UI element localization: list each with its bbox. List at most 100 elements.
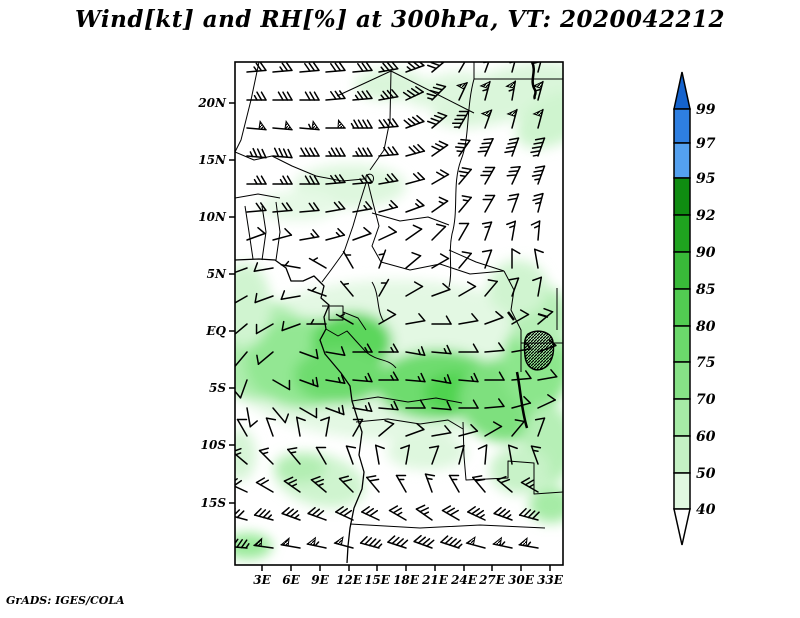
wind-barb (405, 281, 424, 297)
border-line (321, 182, 367, 283)
rh-shading-blob (294, 348, 386, 404)
wind-barb (320, 416, 331, 437)
wind-barb (537, 369, 558, 381)
wind-barb (307, 286, 327, 297)
wind-barb (299, 348, 319, 360)
colorbar-segment (673, 142, 691, 179)
wind-barb (272, 62, 293, 73)
wind-barb (378, 343, 399, 353)
y-tick-label: 10N (198, 210, 227, 224)
wind-barb (484, 398, 505, 409)
border-line (355, 418, 464, 430)
wind-barb (472, 475, 486, 493)
wind-barb (413, 534, 435, 549)
wind-barb (299, 147, 320, 157)
wind-barb (454, 444, 465, 465)
wind-barb (452, 110, 470, 129)
wind-barb (280, 536, 301, 549)
x-tick-label: 33E (537, 573, 564, 587)
wind-barb (299, 407, 318, 419)
wind-barb (431, 223, 447, 241)
x-tick-label: 9E (311, 573, 329, 587)
wind-barb (537, 394, 556, 409)
wind-barb (359, 535, 383, 549)
border-line (371, 212, 450, 226)
wind-barb (235, 351, 248, 368)
colorbar-label: 97 (696, 136, 716, 152)
border-line (448, 78, 475, 288)
wind-barb (431, 315, 452, 325)
wind-barb (308, 257, 327, 269)
colorbar-segment (673, 288, 691, 327)
wind-barb (482, 194, 496, 213)
colorbar-label: 95 (696, 171, 715, 187)
border-line (325, 328, 367, 353)
wind-barb (424, 473, 436, 493)
wind-barb (483, 62, 490, 73)
wind-barb (352, 174, 373, 185)
wind-barb (333, 536, 354, 549)
colorbar-segment (673, 214, 691, 253)
y-tick-label: 15N (198, 153, 227, 167)
wind-barb (530, 137, 546, 157)
y-tick-label: 5N (207, 267, 227, 281)
chart-title: Wind[kt] and RH[%] at 300hPa, VT: 202004… (74, 6, 726, 33)
colorbar-label: 92 (696, 208, 716, 224)
wind-barb (431, 400, 452, 411)
wind-barb (325, 147, 346, 157)
wind-barb (477, 444, 488, 465)
wind-barb (484, 279, 498, 297)
wind-barb (335, 313, 354, 325)
wind-barb (405, 251, 422, 269)
grads-credit: GrADS: IGES/COLA (6, 594, 125, 607)
wind-barb (431, 282, 451, 297)
colorbar-segment (673, 325, 691, 363)
border-line (351, 396, 463, 404)
wind-barb (299, 202, 320, 213)
wind-barb (325, 90, 346, 101)
border-line (235, 193, 281, 261)
wind-barb (458, 251, 472, 269)
colorbar: 99 97 95 92 90 85 80 75 70 60 50 40 (673, 71, 716, 546)
colorbar-label: 85 (696, 282, 715, 298)
wind-barb (280, 290, 301, 301)
lake (530, 62, 537, 100)
rh-shading-blob (235, 533, 272, 559)
wind-barb (378, 249, 387, 269)
wind-barb (507, 444, 518, 465)
wind-barb (352, 147, 373, 157)
wind-barb (378, 118, 399, 129)
wind-barb (307, 506, 327, 521)
y-tick-label: 10S (201, 438, 227, 452)
wind-barb (431, 425, 452, 437)
map-frame (234, 61, 564, 566)
wind-barb (310, 475, 327, 493)
wind-barb-layer (235, 62, 558, 549)
wind-barb (506, 220, 517, 241)
wind-barb (484, 421, 503, 437)
border-line (328, 305, 344, 321)
wind-barb (428, 445, 440, 465)
border-line (503, 270, 522, 372)
wind-barb (378, 278, 390, 297)
wind-barb (496, 475, 513, 493)
wind-barb (246, 147, 267, 159)
colorbar-segment (673, 398, 691, 437)
x-tick-label: 3E (253, 573, 271, 587)
wind-barb (530, 445, 542, 465)
x-tick-label: 18E (393, 573, 420, 587)
wind-barb (378, 62, 399, 73)
wind-barb (405, 171, 426, 185)
wind-barb (477, 138, 494, 157)
rh-shading-blob (235, 263, 271, 347)
border-line (369, 70, 392, 171)
rh-shading-blob (258, 191, 338, 221)
wind-barb (352, 372, 373, 383)
wind-barb (272, 407, 290, 424)
rh-shading-blob (515, 91, 563, 149)
wind-barb (325, 374, 346, 385)
lake (523, 330, 555, 371)
y-tick-label: 5S (209, 381, 226, 395)
wind-barb (388, 505, 407, 521)
wind-barb (374, 444, 385, 465)
